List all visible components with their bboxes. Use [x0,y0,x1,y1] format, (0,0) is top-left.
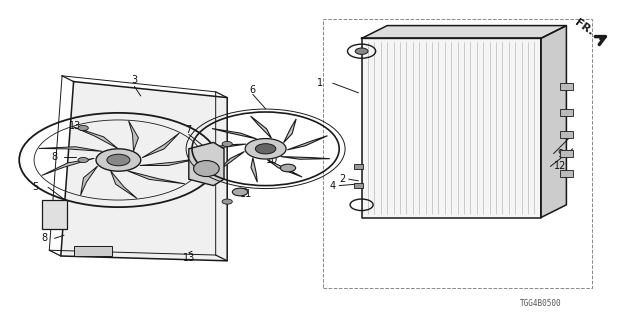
Text: 11: 11 [240,188,253,199]
Bar [560,109,573,116]
Polygon shape [111,171,137,198]
Polygon shape [251,158,257,182]
Polygon shape [129,121,138,151]
Circle shape [78,157,88,163]
Circle shape [255,144,276,154]
Text: 2: 2 [339,174,346,184]
Ellipse shape [193,161,219,177]
Polygon shape [362,38,541,218]
Text: 8: 8 [51,152,58,162]
Polygon shape [212,129,257,139]
Circle shape [232,188,248,196]
Polygon shape [189,142,224,186]
Polygon shape [42,158,94,175]
Bar [74,246,112,256]
Bar [560,131,573,138]
Text: 7: 7 [186,124,192,135]
Polygon shape [251,116,271,138]
Text: 9: 9 [557,148,563,159]
Polygon shape [216,151,244,172]
Polygon shape [284,119,296,143]
Text: 4: 4 [330,180,336,191]
Polygon shape [140,158,202,165]
Bar [560,170,573,177]
Polygon shape [73,127,118,148]
Bar [560,83,573,90]
Text: 8: 8 [42,233,48,244]
Polygon shape [142,133,179,158]
Circle shape [355,48,368,54]
Bar [42,200,67,229]
Text: FR.: FR. [572,17,595,37]
Circle shape [245,139,286,159]
Polygon shape [39,147,102,151]
Polygon shape [281,156,330,159]
Circle shape [280,164,296,172]
Text: 13: 13 [182,252,195,263]
Circle shape [222,141,232,147]
Circle shape [107,154,130,166]
Bar [323,19,592,288]
Text: 12: 12 [554,161,566,172]
Polygon shape [127,171,185,184]
Bar [354,183,363,188]
Circle shape [96,149,141,171]
Polygon shape [287,136,328,150]
Text: 3: 3 [131,75,138,85]
Text: 6: 6 [250,84,256,95]
Polygon shape [541,26,566,218]
Text: 10: 10 [266,155,278,165]
Polygon shape [268,160,302,177]
Bar [560,150,573,157]
Text: 13: 13 [69,121,82,132]
Text: 1: 1 [317,78,323,88]
Polygon shape [362,26,566,38]
Text: 5: 5 [32,182,38,192]
Circle shape [78,125,88,131]
Text: TGG4B0500: TGG4B0500 [520,300,562,308]
Polygon shape [61,82,227,261]
Bar [354,164,363,169]
Polygon shape [81,166,98,195]
Polygon shape [198,144,246,150]
Circle shape [222,199,232,204]
